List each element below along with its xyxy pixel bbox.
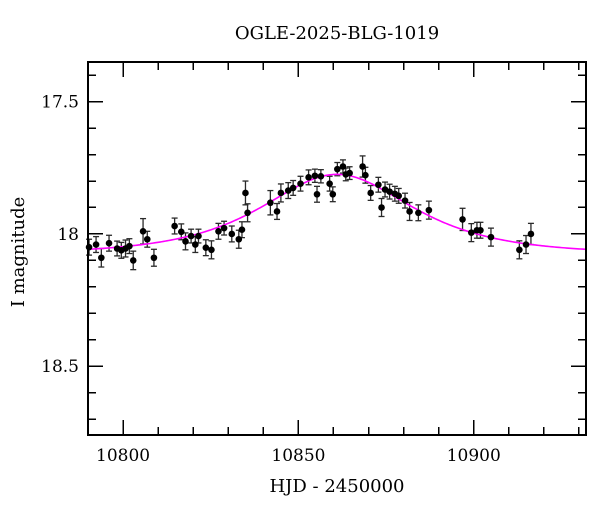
data-point: [487, 233, 495, 241]
data-point: [98, 254, 105, 262]
data-point: [126, 242, 133, 250]
data-point: [406, 208, 413, 215]
data-point: [326, 180, 333, 187]
data-point: [150, 254, 158, 262]
data-point: [313, 190, 321, 198]
data-point: [386, 188, 393, 195]
y-tick-label: 18: [57, 225, 79, 245]
data-point: [228, 230, 236, 238]
data-point: [297, 180, 304, 187]
data-point: [317, 172, 325, 180]
data-point: [375, 181, 382, 189]
data-point: [311, 172, 319, 180]
data-point: [182, 238, 189, 245]
data-point: [425, 206, 433, 214]
data-point: [208, 246, 215, 254]
data-point: [415, 209, 422, 217]
data-point: [242, 189, 249, 197]
data-point: [401, 197, 409, 204]
x-tick-label: 10900: [447, 446, 501, 466]
data-point: [195, 232, 202, 240]
data-point: [346, 169, 353, 177]
data-point: [289, 184, 297, 192]
data-point: [395, 192, 403, 200]
data-point: [177, 228, 185, 236]
data-point: [129, 257, 137, 264]
data-point: [459, 216, 466, 223]
data-point: [277, 189, 285, 197]
data-point: [284, 187, 292, 194]
data-point: [339, 163, 347, 170]
x-tick-label: 10800: [96, 446, 150, 466]
data-point: [143, 235, 151, 243]
data-point: [329, 190, 337, 198]
data-point: [202, 244, 210, 252]
data-point: [92, 241, 100, 248]
data-point: [139, 228, 147, 235]
y-tick-label: 18.5: [41, 357, 79, 377]
model-curve: [87, 173, 587, 251]
data-point: [187, 232, 195, 240]
data-point: [171, 222, 178, 230]
data-point: [105, 239, 113, 247]
data-point: [367, 189, 374, 197]
data-point: [378, 204, 385, 211]
data-point: [85, 243, 93, 251]
data-point: [305, 174, 312, 181]
data-point: [215, 228, 222, 235]
x-axis-label: HJD - 2450000: [269, 476, 404, 497]
x-tick-label: 10850: [271, 446, 325, 466]
data-point: [220, 224, 228, 232]
data-point: [273, 208, 281, 215]
data-point: [267, 199, 274, 207]
data-point: [244, 209, 251, 217]
data-point: [522, 241, 530, 248]
data-point: [359, 163, 366, 170]
data-point: [192, 241, 199, 248]
data-point: [238, 226, 246, 234]
y-axis-label: I magnitude: [8, 197, 29, 308]
data-point: [334, 165, 341, 173]
plot-content: 10800 10850 10900 17.5 18 18.5: [41, 61, 587, 466]
data-point: [527, 230, 535, 238]
data-point: [362, 171, 369, 179]
y-tick-label: 17.5: [41, 93, 79, 113]
data-point: [516, 246, 523, 254]
data-point: [477, 226, 484, 234]
plot-frame: [87, 61, 587, 436]
data-point: [235, 235, 243, 243]
data-point: [468, 229, 475, 236]
chart-title: OGLE-2025-BLG-1019: [235, 23, 439, 44]
